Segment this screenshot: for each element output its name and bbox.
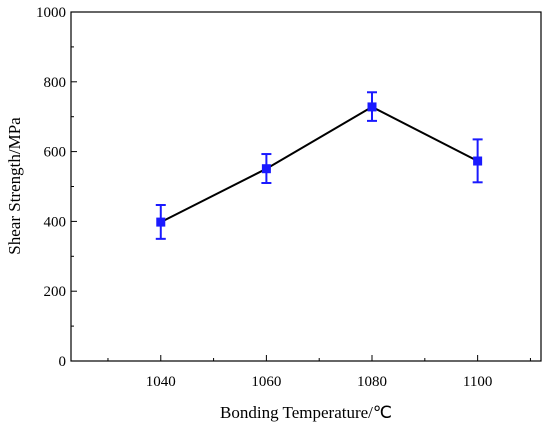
data-point	[156, 217, 166, 227]
y-tick-label: 0	[59, 354, 67, 370]
data-point	[367, 102, 377, 112]
x-axis-title: Bonding Temperature/℃	[220, 403, 392, 422]
y-axis: 0 200 400 600 800 1000	[36, 5, 77, 370]
data-point	[473, 156, 483, 166]
y-tick-label: 800	[44, 75, 67, 91]
y-tick-label: 600	[44, 145, 67, 161]
x-tick-label: 1080	[357, 374, 387, 390]
plot-frame	[70, 11, 542, 362]
data-point	[261, 164, 271, 174]
y-tick-label: 1000	[36, 5, 66, 21]
x-tick-label: 1100	[463, 374, 492, 390]
x-tick-label: 1040	[146, 374, 176, 390]
y-tick-label: 200	[44, 284, 67, 300]
y-axis-title: Shear Strength/MPa	[5, 117, 24, 255]
series-line	[160, 105, 479, 223]
x-tick-label: 1060	[251, 374, 281, 390]
y-tick-label: 400	[44, 214, 67, 230]
series-layer	[155, 91, 483, 240]
x-axis: 1040 1060 1080 1100	[107, 355, 531, 390]
